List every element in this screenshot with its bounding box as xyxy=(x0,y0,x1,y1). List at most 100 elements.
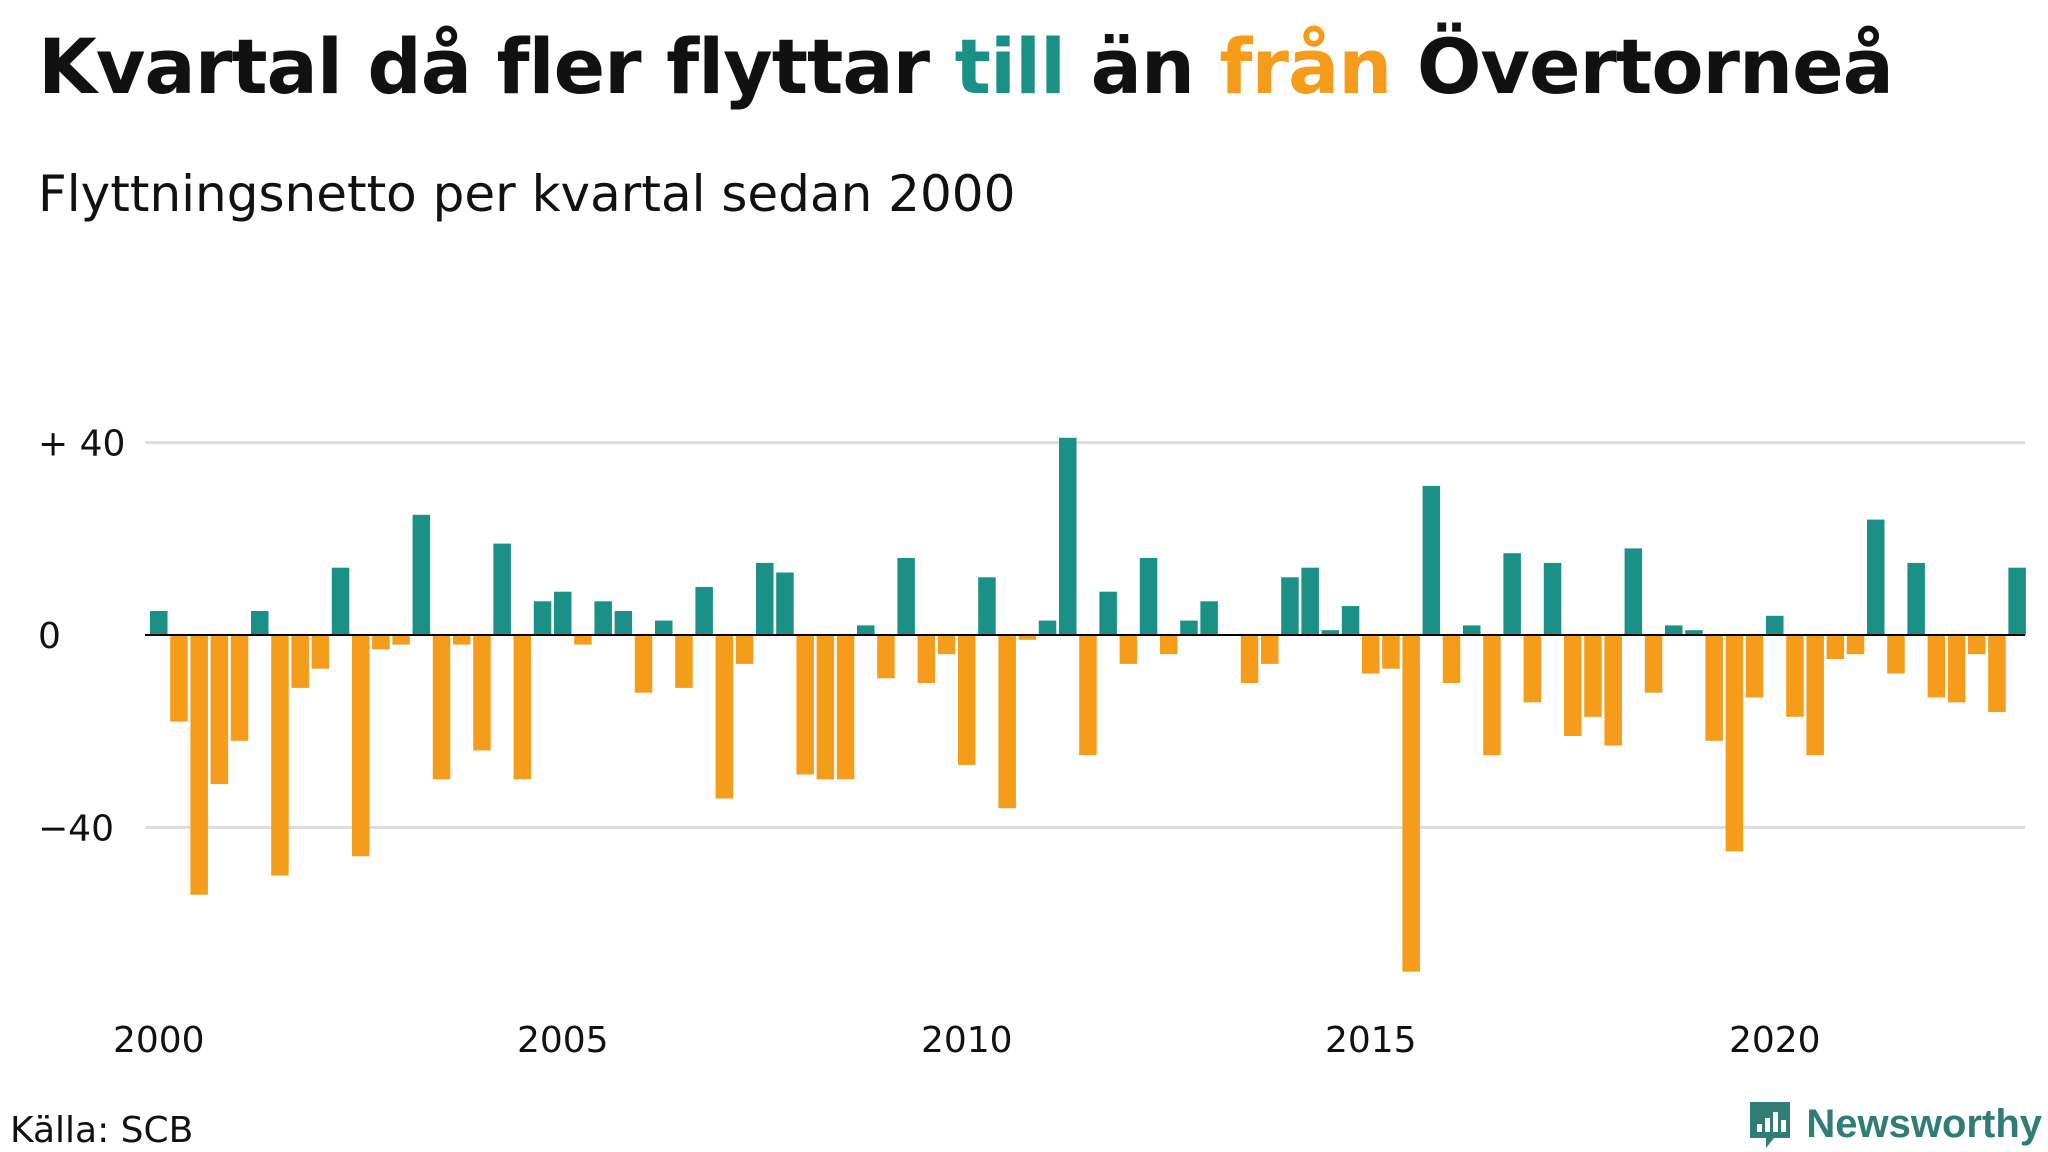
bar-0 xyxy=(150,611,168,635)
bar-54 xyxy=(1240,635,1259,684)
bar-7 xyxy=(291,635,309,688)
bar-22 xyxy=(594,601,612,635)
bar-24 xyxy=(634,635,653,693)
bar-86 xyxy=(1887,635,1905,674)
bar-50 xyxy=(1160,635,1178,655)
bar-49 xyxy=(1139,558,1158,635)
brand-name: Newsworthy xyxy=(1806,1101,2042,1146)
axis-layer: + 40 0 −40 2000 2005 2010 2015 2020 xyxy=(38,424,2025,1061)
y-tick-label-0: + 40 xyxy=(38,424,125,465)
bar-15 xyxy=(453,635,471,645)
bar-11 xyxy=(372,635,390,650)
bar-69 xyxy=(1543,562,1562,635)
y-tick-label-2: −40 xyxy=(38,808,114,849)
bar-3 xyxy=(210,635,229,785)
bar-32 xyxy=(796,635,814,775)
brand-logo[interactable]: Newsworthy xyxy=(1746,1098,2042,1150)
bar-46 xyxy=(1079,635,1097,756)
bar-36 xyxy=(877,635,895,679)
bar-70 xyxy=(1564,635,1582,736)
bar-73 xyxy=(1624,548,1643,635)
bar-2 xyxy=(190,635,208,895)
bar-20 xyxy=(554,591,572,635)
chart-title: Kvartal då fler flyttar till än från Öve… xyxy=(38,22,1894,111)
bar-8 xyxy=(311,635,330,669)
bar-85 xyxy=(1867,519,1885,635)
bar-63 xyxy=(1422,485,1441,635)
bar-89 xyxy=(1947,635,1966,703)
bar-4 xyxy=(230,635,249,741)
y-tick-label-1: 0 xyxy=(38,616,61,657)
bar-90 xyxy=(1968,635,1986,655)
bar-64 xyxy=(1442,635,1461,684)
x-tick-label-3: 2015 xyxy=(1325,1020,1417,1061)
bar-12 xyxy=(392,635,410,645)
bar-92 xyxy=(2008,567,2026,635)
bar-55 xyxy=(1261,635,1279,664)
bar-27 xyxy=(695,586,713,635)
bar-88 xyxy=(1927,635,1946,698)
bar-40 xyxy=(958,635,976,765)
bar-61 xyxy=(1382,635,1400,669)
bar-17 xyxy=(493,543,511,635)
bar-83 xyxy=(1826,635,1845,659)
title-part-1: Kvartal då fler flyttar xyxy=(38,22,955,111)
grid-layer xyxy=(145,441,2025,829)
bar-87 xyxy=(1907,562,1925,635)
x-tick-label-1: 2005 xyxy=(517,1020,609,1061)
bar-29 xyxy=(735,635,754,664)
bar-78 xyxy=(1725,635,1744,852)
bar-30 xyxy=(756,562,774,635)
bar-81 xyxy=(1786,635,1804,717)
bar-65 xyxy=(1463,625,1481,635)
bar-10 xyxy=(352,635,370,857)
bar-21 xyxy=(574,635,592,645)
bar-68 xyxy=(1523,635,1542,703)
bar-91 xyxy=(1988,635,2006,712)
title-part-3: Övertorneå xyxy=(1391,22,1894,111)
bar-82 xyxy=(1806,635,1824,756)
bar-56 xyxy=(1281,577,1299,635)
bar-31 xyxy=(776,572,794,635)
bar-9 xyxy=(331,567,350,635)
bar-52 xyxy=(1200,601,1218,635)
bar-59 xyxy=(1341,606,1360,635)
bar-13 xyxy=(412,514,431,635)
bar-1 xyxy=(170,635,188,722)
title-word-out: från xyxy=(1219,22,1392,111)
bar-66 xyxy=(1483,635,1501,756)
bar-67 xyxy=(1503,553,1521,635)
bar-38 xyxy=(917,635,936,684)
newsworthy-logo-icon xyxy=(1750,1102,1791,1148)
bar-75 xyxy=(1665,625,1683,635)
bar-42 xyxy=(998,635,1016,809)
bar-76 xyxy=(1685,630,1703,635)
bar-33 xyxy=(816,635,835,780)
bar-26 xyxy=(675,635,693,688)
bar-57 xyxy=(1301,567,1319,635)
title-word-in: till xyxy=(954,22,1066,111)
bar-45 xyxy=(1059,437,1077,635)
bar-58 xyxy=(1321,630,1340,635)
bar-72 xyxy=(1604,635,1622,746)
bar-84 xyxy=(1846,635,1865,655)
x-tick-label-2: 2010 xyxy=(921,1020,1013,1061)
title-part-2: än xyxy=(1065,22,1220,111)
bar-14 xyxy=(432,635,451,780)
bar-71 xyxy=(1584,635,1602,717)
bar-43 xyxy=(1018,635,1037,640)
bar-35 xyxy=(857,625,875,635)
chart-subtitle: Flyttningsnetto per kvartal sedan 2000 xyxy=(38,165,1016,223)
bar-37 xyxy=(897,558,915,635)
bar-74 xyxy=(1644,635,1663,693)
bar-6 xyxy=(271,635,289,876)
bar-44 xyxy=(1038,620,1057,635)
bar-28 xyxy=(715,635,734,799)
bar-23 xyxy=(614,611,633,635)
bar-39 xyxy=(937,635,956,655)
bar-79 xyxy=(1745,635,1764,698)
bar-34 xyxy=(836,635,855,780)
bar-77 xyxy=(1705,635,1723,741)
bar-62 xyxy=(1402,635,1420,972)
bar-25 xyxy=(655,620,673,635)
